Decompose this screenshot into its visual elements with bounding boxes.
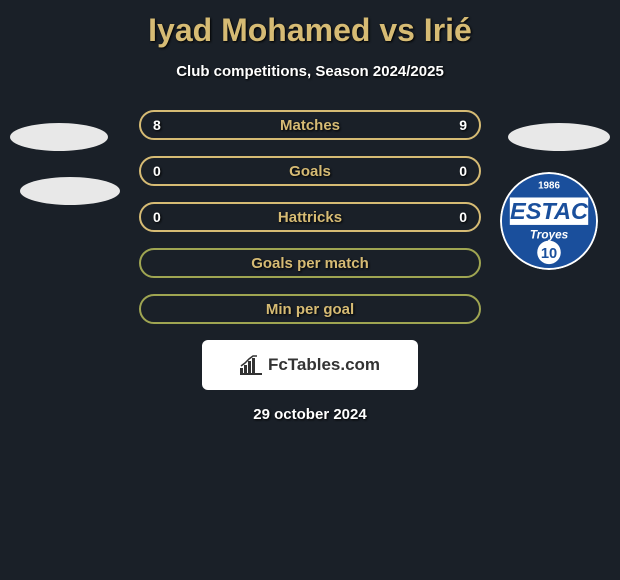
stat-right-value: 0 xyxy=(459,163,467,179)
stat-label: Goals xyxy=(289,163,331,180)
page-subtitle: Club competitions, Season 2024/2025 xyxy=(0,63,620,80)
estac-troyes-badge-icon: 1986 ESTAC Troyes 10 xyxy=(500,172,598,270)
stat-label: Matches xyxy=(280,117,340,134)
stat-label: Min per goal xyxy=(266,301,354,318)
stat-row: 0 Hattricks 0 xyxy=(139,202,481,232)
stat-label: Hattricks xyxy=(278,209,342,226)
player1-club-placeholder xyxy=(20,177,120,205)
player1-photo-placeholder xyxy=(10,123,108,151)
stat-row: Min per goal xyxy=(139,294,481,324)
attribution-badge: FcTables.com xyxy=(202,340,418,390)
bar-chart-icon xyxy=(240,355,262,375)
player2-photo-placeholder xyxy=(508,123,610,151)
stat-row: 8 Matches 9 xyxy=(139,110,481,140)
stat-row: 0 Goals 0 xyxy=(139,156,481,186)
stat-row: Goals per match xyxy=(139,248,481,278)
svg-text:1986: 1986 xyxy=(538,181,560,192)
svg-text:Troyes: Troyes xyxy=(530,229,569,242)
svg-text:ESTAC: ESTAC xyxy=(510,198,589,224)
stat-right-value: 0 xyxy=(459,209,467,225)
stat-left-value: 8 xyxy=(153,117,161,133)
svg-text:10: 10 xyxy=(541,246,557,262)
stat-left-value: 0 xyxy=(153,209,161,225)
attribution-text: FcTables.com xyxy=(268,355,380,375)
stat-left-value: 0 xyxy=(153,163,161,179)
page-title: Iyad Mohamed vs Irié xyxy=(0,0,620,49)
stat-label: Goals per match xyxy=(251,255,369,272)
date-label: 29 october 2024 xyxy=(0,406,620,423)
player2-club-badge: 1986 ESTAC Troyes 10 xyxy=(500,172,598,270)
stat-right-value: 9 xyxy=(459,117,467,133)
comparison-card: Iyad Mohamed vs Irié Club competitions, … xyxy=(0,0,620,580)
